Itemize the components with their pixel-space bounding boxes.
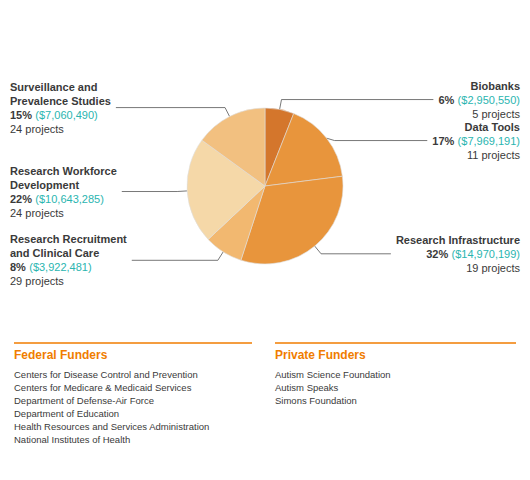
svg-text:Data Tools: Data Tools <box>465 121 520 133</box>
svg-text:Autism Speaks: Autism Speaks <box>275 382 339 393</box>
svg-text:Simons Foundation: Simons Foundation <box>275 395 357 406</box>
svg-text:5 projects: 5 projects <box>472 108 520 120</box>
svg-text:15%: 15% <box>10 109 32 121</box>
svg-text:($7,969,191): ($7,969,191) <box>458 135 520 147</box>
svg-text:Health Resources and Services: Health Resources and Services Administra… <box>14 421 209 432</box>
svg-text:Research Recruitment: Research Recruitment <box>10 233 127 245</box>
svg-text:Centers for Disease Control an: Centers for Disease Control and Preventi… <box>14 369 198 380</box>
svg-text:Autism Science Foundation: Autism Science Foundation <box>275 369 391 380</box>
svg-text:($7,060,490): ($7,060,490) <box>35 109 97 121</box>
svg-text:Federal Funders: Federal Funders <box>14 348 108 362</box>
svg-text:Department of Education: Department of Education <box>14 408 119 419</box>
svg-text:8%: 8% <box>10 261 26 273</box>
svg-text:Research Infrastructure: Research Infrastructure <box>396 234 520 246</box>
svg-text:19 projects: 19 projects <box>466 262 520 274</box>
svg-text:($3,922,481): ($3,922,481) <box>29 261 91 273</box>
svg-text:29 projects: 29 projects <box>10 275 64 287</box>
svg-text:($14,970,199): ($14,970,199) <box>452 248 521 260</box>
svg-text:Research Workforce: Research Workforce <box>10 165 117 177</box>
svg-text:Centers for Medicare & Medicai: Centers for Medicare & Medicaid Services <box>14 382 192 393</box>
svg-text:Private Funders: Private Funders <box>275 348 366 362</box>
svg-text:32%: 32% <box>426 248 448 260</box>
svg-text:17%: 17% <box>432 135 454 147</box>
svg-text:24 projects: 24 projects <box>10 207 64 219</box>
svg-text:Department of Defense-Air Forc: Department of Defense-Air Force <box>14 395 154 406</box>
svg-text:Biobanks: Biobanks <box>470 80 520 92</box>
svg-text:24 projects: 24 projects <box>10 123 64 135</box>
svg-text:National Institutes of Health: National Institutes of Health <box>14 434 130 445</box>
svg-text:11 projects: 11 projects <box>467 149 520 161</box>
svg-text:($10,643,285): ($10,643,285) <box>35 193 104 205</box>
svg-text:and Clinical Care: and Clinical Care <box>10 247 99 259</box>
svg-text:($2,950,550): ($2,950,550) <box>458 94 520 106</box>
svg-text:22%: 22% <box>10 193 32 205</box>
svg-text:6%: 6% <box>438 94 454 106</box>
svg-text:Development: Development <box>10 179 79 191</box>
svg-text:Surveillance and: Surveillance and <box>10 81 97 93</box>
svg-text:Prevalence Studies: Prevalence Studies <box>10 95 111 107</box>
